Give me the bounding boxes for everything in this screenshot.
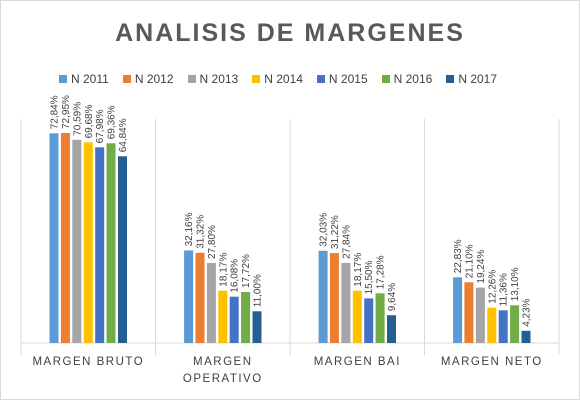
legend-label: N 2015 xyxy=(328,72,368,86)
data-label: 22,83% xyxy=(453,239,464,273)
bar xyxy=(229,296,239,343)
bar xyxy=(206,263,216,343)
data-label: 72,95% xyxy=(61,95,72,129)
bar xyxy=(218,290,228,343)
category-label: MARGEN BRUTO xyxy=(32,356,144,368)
data-label: 18,17% xyxy=(218,253,229,287)
bar xyxy=(364,298,374,343)
data-label: 18,17% xyxy=(353,253,364,287)
legend-item: N 2016 xyxy=(381,72,433,86)
bar xyxy=(387,315,396,343)
bar xyxy=(118,156,127,343)
data-label: 67,98% xyxy=(95,109,106,143)
bar xyxy=(498,310,508,343)
bar xyxy=(475,287,485,343)
bar xyxy=(184,250,194,343)
data-label: 31,22% xyxy=(330,215,341,249)
legend-swatch xyxy=(316,75,325,83)
legend-label: N 2014 xyxy=(264,72,303,86)
legend-label: N 2016 xyxy=(393,72,433,86)
data-label: 11,00% xyxy=(253,274,264,307)
data-label: 27,80% xyxy=(207,225,218,259)
category-label: MARGEN NETO xyxy=(441,356,543,368)
data-label: 12,26% xyxy=(487,270,498,304)
data-label: 11,36% xyxy=(499,273,510,306)
legend-swatch xyxy=(122,75,131,83)
data-label: 16,08% xyxy=(230,259,241,293)
data-label: 9,64% xyxy=(387,283,398,311)
bar xyxy=(521,330,531,343)
data-label: 72,84% xyxy=(50,95,61,129)
bar xyxy=(83,142,93,343)
data-label: 17,28% xyxy=(376,255,387,289)
bar xyxy=(95,147,105,343)
data-label: 31,32% xyxy=(196,215,207,249)
data-label: 64,84% xyxy=(118,118,129,152)
category-label: OPERATIVO xyxy=(183,373,263,385)
legend-label: N 2013 xyxy=(199,72,239,86)
legend-swatch xyxy=(446,75,455,83)
data-label: 69,36% xyxy=(107,105,118,139)
bar xyxy=(106,143,116,343)
bar xyxy=(453,277,463,343)
bar xyxy=(487,307,497,343)
bar xyxy=(318,250,328,343)
bar xyxy=(252,311,262,343)
data-label: 32,03% xyxy=(319,213,330,247)
legend-swatch xyxy=(59,75,67,83)
legend-item: N 2013 xyxy=(187,72,239,86)
legend: N 2011 N 2012 N 2013 N 2014 N 2015 N 2016 N 20… xyxy=(59,71,497,87)
bar xyxy=(241,292,251,343)
data-label: 13,10% xyxy=(510,267,521,301)
legend-label: N 2012 xyxy=(134,72,174,86)
data-label: 17,72% xyxy=(241,254,252,288)
bar xyxy=(329,253,339,343)
category-label: MARGEN BAI xyxy=(314,356,401,368)
data-label: 21,10% xyxy=(464,244,475,278)
legend-item: N 2017 xyxy=(446,72,497,86)
legend-swatch xyxy=(187,75,196,83)
bar xyxy=(464,282,474,343)
data-label: 15,50% xyxy=(364,260,375,294)
bar xyxy=(60,133,70,343)
bar xyxy=(375,293,385,343)
data-label: 27,84% xyxy=(341,225,352,259)
bar xyxy=(352,290,362,343)
data-label: 4,23% xyxy=(522,298,533,326)
data-label: 32,16% xyxy=(184,212,195,246)
legend-swatch xyxy=(252,75,261,83)
chart-title: ANALISIS DE MARGENES xyxy=(115,19,465,47)
legend-label: N 2017 xyxy=(458,72,498,86)
bar xyxy=(72,139,82,343)
legend-label: N 2011 xyxy=(71,72,109,86)
legend-item: N 2015 xyxy=(316,72,368,86)
legend-item: N 2014 xyxy=(252,72,303,86)
data-label: 19,24% xyxy=(476,250,487,284)
data-label: 70,59% xyxy=(72,102,83,136)
legend-item: N 2011 xyxy=(59,72,109,86)
legend-swatch xyxy=(381,75,390,83)
bar xyxy=(195,252,205,343)
bar xyxy=(49,133,59,343)
legend-item: N 2012 xyxy=(122,72,174,86)
bar xyxy=(510,305,520,343)
data-label: 69,68% xyxy=(84,104,95,138)
category-label: MARGEN xyxy=(193,356,252,368)
bar xyxy=(341,262,351,343)
